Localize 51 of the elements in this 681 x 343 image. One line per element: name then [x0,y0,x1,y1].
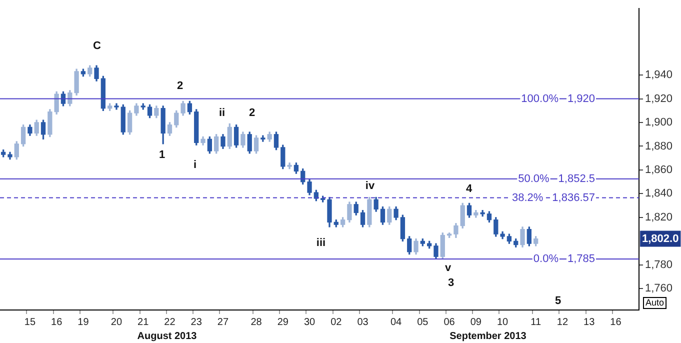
annotation: 2 [248,107,256,120]
x-tick-label: 30 [304,316,316,328]
x-tick-label: 28 [250,316,262,328]
annotation: iii [316,237,326,250]
x-tick-label: 11 [530,316,542,328]
annotation: 4 [466,183,473,196]
x-tick-label: 04 [390,316,402,328]
annotation: i [193,159,197,172]
x-tick-label: 29 [277,316,289,328]
y-tick-label: 1,900 [645,116,673,129]
x-tick-label: 10 [496,316,509,328]
x-tick-label: 27 [217,316,229,328]
annotation: iv [365,180,376,192]
x-tick-label: 12 [556,316,568,328]
annotation: 2 [176,80,184,92]
y-tick-label: 1,760 [645,282,673,295]
annotation: 1 [158,149,166,162]
ref-line-label: 0.0% 1,785 [533,253,596,266]
y-tick-label: 1,780 [645,258,673,271]
text: 1,802.0 [642,232,679,245]
ref-line-label: 50.0% 1,852.5 [518,172,595,185]
annotation: C [93,40,102,52]
y-tick-label: 1,840 [645,188,673,200]
x-tick-label: 13 [584,316,596,328]
x-tick-label: 23 [190,316,202,328]
text: September 2013 [450,330,527,342]
x-tick-label: 06 [444,316,456,328]
y-tick-label: 1,820 [645,211,673,224]
ref-line-label: 100.0% 1,920 [521,92,596,105]
x-tick-label: 21 [138,316,150,328]
annotation: 5 [554,295,562,308]
x-tick-label: 02 [330,316,342,328]
x-tick-label: 05 [417,316,429,328]
y-tick-label: 1,920 [645,92,673,105]
annotation: v [444,262,452,274]
text: Auto [646,297,664,308]
y-tick-label: 1,940 [645,69,673,82]
x-tick-label: 20 [110,316,122,328]
x-tick-label: 09 [470,316,482,328]
x-tick-label: 19 [78,316,90,328]
x-tick-label: 03 [357,316,369,328]
x-tick-label: 22 [164,316,176,328]
annotation: 3 [448,277,454,290]
ref-line-label: 38.2% 1,836.57 [512,192,596,204]
text: August 2013 [137,330,198,342]
x-tick-label: 16 [610,316,622,328]
x-tick-label: 15 [24,316,36,328]
x-tick-label: 16 [51,316,63,328]
y-tick-label: 1,860 [645,164,673,176]
y-tick-label: 1,880 [645,140,673,152]
annotation: ii [218,107,226,120]
